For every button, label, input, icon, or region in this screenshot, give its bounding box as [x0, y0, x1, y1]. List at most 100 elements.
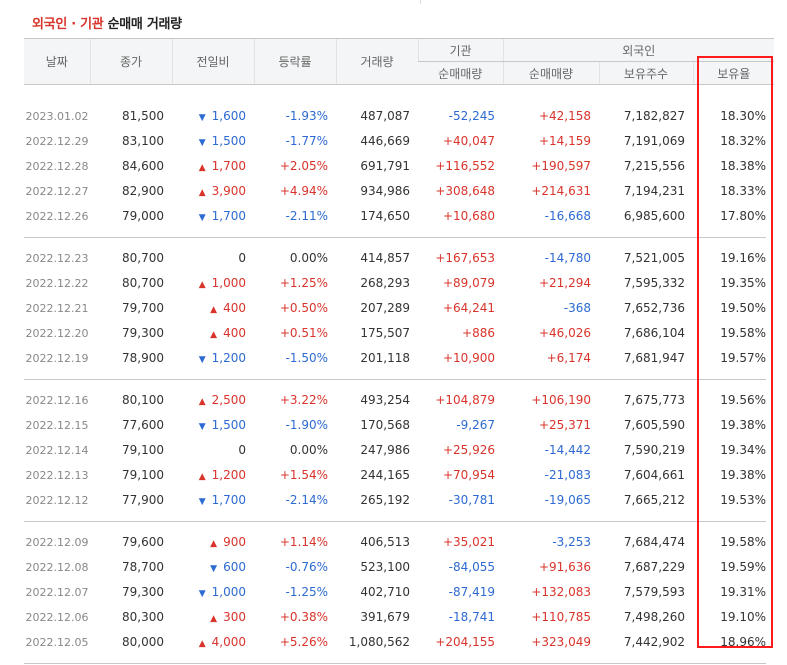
net-trading-table: 날짜 종가 전일비 등락률 거래량 기관 외국인 순매매량 순매매량 보유주수 …: [24, 38, 775, 665]
date-cell: 2022.12.16: [25, 393, 89, 407]
ownership-cell: 18.30%: [720, 109, 767, 123]
volume-cell: 406,513: [360, 535, 410, 549]
close-cell: 79,700: [122, 301, 164, 315]
foreign-net-cell: -14,780: [544, 251, 591, 265]
title-foreign-institution: 외국인 · 기관: [32, 17, 104, 32]
table-row: 2022.12.22 80,700 ▲ 1,000 +1.25% 268,293 +89,0…: [24, 271, 774, 296]
change-cell: ▲ 900: [172, 530, 254, 555]
up-arrow-icon: ▲: [210, 539, 218, 549]
up-arrow-icon: ▲: [198, 397, 206, 407]
group-separator: [24, 513, 774, 530]
change-cell: ▼ 1,200: [172, 346, 254, 371]
rate-cell: +0.38%: [279, 610, 328, 624]
separator-line: [24, 662, 767, 664]
ownership-cell: 19.59%: [720, 560, 767, 574]
volume-cell: 446,669: [360, 134, 410, 148]
foreign-net-cell: +132,083: [531, 585, 591, 599]
close-cell: 78,900: [122, 351, 164, 365]
institution-net-cell: +886: [462, 326, 495, 340]
ownership-cell: 19.35%: [720, 276, 767, 290]
shares-held-cell: 7,182,827: [623, 109, 685, 123]
foreign-net-cell: +6,174: [546, 351, 591, 365]
rate-cell: +1.14%: [279, 535, 328, 549]
foreign-net-cell: -14,442: [544, 443, 591, 457]
up-arrow-icon: ▲: [198, 472, 206, 482]
down-arrow-icon: ▼: [198, 355, 206, 365]
institution-net-cell: -18,741: [448, 610, 495, 624]
table-row: 2022.12.20 79,300 ▲ 400 +0.51% 175,507 +886 +46…: [24, 321, 774, 346]
header-date: 날짜: [24, 38, 90, 85]
change-cell: ▲ 300: [172, 605, 254, 630]
close-cell: 80,700: [122, 276, 164, 290]
ownership-cell: 19.58%: [720, 326, 767, 340]
volume-cell: 1,080,562: [348, 635, 410, 649]
close-cell: 83,100: [122, 134, 164, 148]
up-arrow-icon: ▲: [210, 614, 218, 624]
volume-cell: 487,087: [360, 109, 410, 123]
ownership-cell: 19.38%: [720, 418, 767, 432]
section-title: 외국인 · 기관 순매매 거래량: [32, 13, 182, 32]
close-cell: 79,100: [122, 443, 164, 457]
change-cell: ▲ 1,000: [172, 271, 254, 296]
change-value: 1,500: [211, 418, 246, 432]
rate-cell: +0.50%: [279, 301, 328, 315]
table-row: 2022.12.19 78,900 ▼ 1,200 -1.50% 201,118 +10,9…: [24, 346, 774, 371]
close-cell: 80,300: [122, 610, 164, 624]
institution-net-cell: +70,954: [442, 468, 495, 482]
table-row: 2022.12.13 79,100 ▲ 1,200 +1.54% 244,165 +70,9…: [24, 463, 774, 488]
header-rate: 등락률: [253, 38, 336, 85]
up-arrow-icon: ▲: [198, 188, 206, 198]
date-cell: 2022.12.12: [25, 493, 89, 507]
up-arrow-icon: ▲: [210, 305, 218, 315]
shares-held-cell: 7,194,231: [623, 184, 685, 198]
change-cell: ▲ 3,900: [172, 179, 254, 204]
change-value: 1,700: [211, 493, 246, 507]
volume-cell: 523,100: [360, 560, 410, 574]
close-cell: 82,900: [122, 184, 164, 198]
table-row: 2022.12.08 78,700 ▼ 600 -0.76% 523,100 -84,055…: [24, 555, 774, 580]
foreign-net-cell: +14,159: [538, 134, 591, 148]
rate-cell: +3.22%: [279, 393, 328, 407]
volume-cell: 207,289: [360, 301, 410, 315]
rate-cell: -2.14%: [285, 493, 328, 507]
change-value: 2,500: [211, 393, 246, 407]
institution-net-cell: +25,926: [442, 443, 495, 457]
change-cell: ▲ 4,000: [172, 630, 254, 655]
change-cell: ▲ 1,200: [172, 463, 254, 488]
down-arrow-icon: ▼: [198, 138, 206, 148]
change-value: 1,000: [211, 585, 246, 599]
rate-cell: +0.51%: [279, 326, 328, 340]
volume-cell: 414,857: [360, 251, 410, 265]
shares-held-cell: 7,595,332: [623, 276, 685, 290]
header-spacer: [24, 85, 774, 104]
group-separator: [24, 229, 774, 246]
table-row: 2023.01.02 81,500 ▼ 1,600 -1.93% 487,087 -52,2…: [24, 104, 774, 129]
institution-net-cell: -84,055: [448, 560, 495, 574]
foreign-net-cell: +46,026: [538, 326, 591, 340]
separator-cell: [24, 85, 774, 104]
header-change: 전일비: [171, 38, 254, 85]
header-institution-group: 기관: [417, 38, 503, 62]
close-cell: 80,100: [122, 393, 164, 407]
header-shares-held: 보유주수: [598, 61, 693, 85]
institution-net-cell: -52,245: [448, 109, 495, 123]
volume-cell: 247,986: [360, 443, 410, 457]
foreign-net-cell: -19,065: [544, 493, 591, 507]
change-cell: ▼ 1,700: [172, 204, 254, 229]
change-value: 1,000: [211, 276, 246, 290]
ownership-cell: 19.34%: [720, 443, 767, 457]
change-cell: ▲ 400: [172, 321, 254, 346]
change-value: 300: [223, 610, 246, 624]
down-arrow-icon: ▼: [210, 564, 218, 574]
rate-cell: +1.54%: [279, 468, 328, 482]
change-value: 4,000: [211, 635, 246, 649]
table-row: 2022.12.15 77,600 ▼ 1,500 -1.90% 170,568 -9,26…: [24, 413, 774, 438]
institution-net-cell: +35,021: [442, 535, 495, 549]
date-cell: 2022.12.26: [25, 209, 89, 223]
down-arrow-icon: ▼: [198, 213, 206, 223]
rate-cell: +1.25%: [279, 276, 328, 290]
change-cell: ▲ 400: [172, 296, 254, 321]
volume-cell: 691,791: [360, 159, 410, 173]
table-row: 2022.12.06 80,300 ▲ 300 +0.38% 391,679 -18,741…: [24, 605, 774, 630]
close-cell: 81,500: [122, 109, 164, 123]
